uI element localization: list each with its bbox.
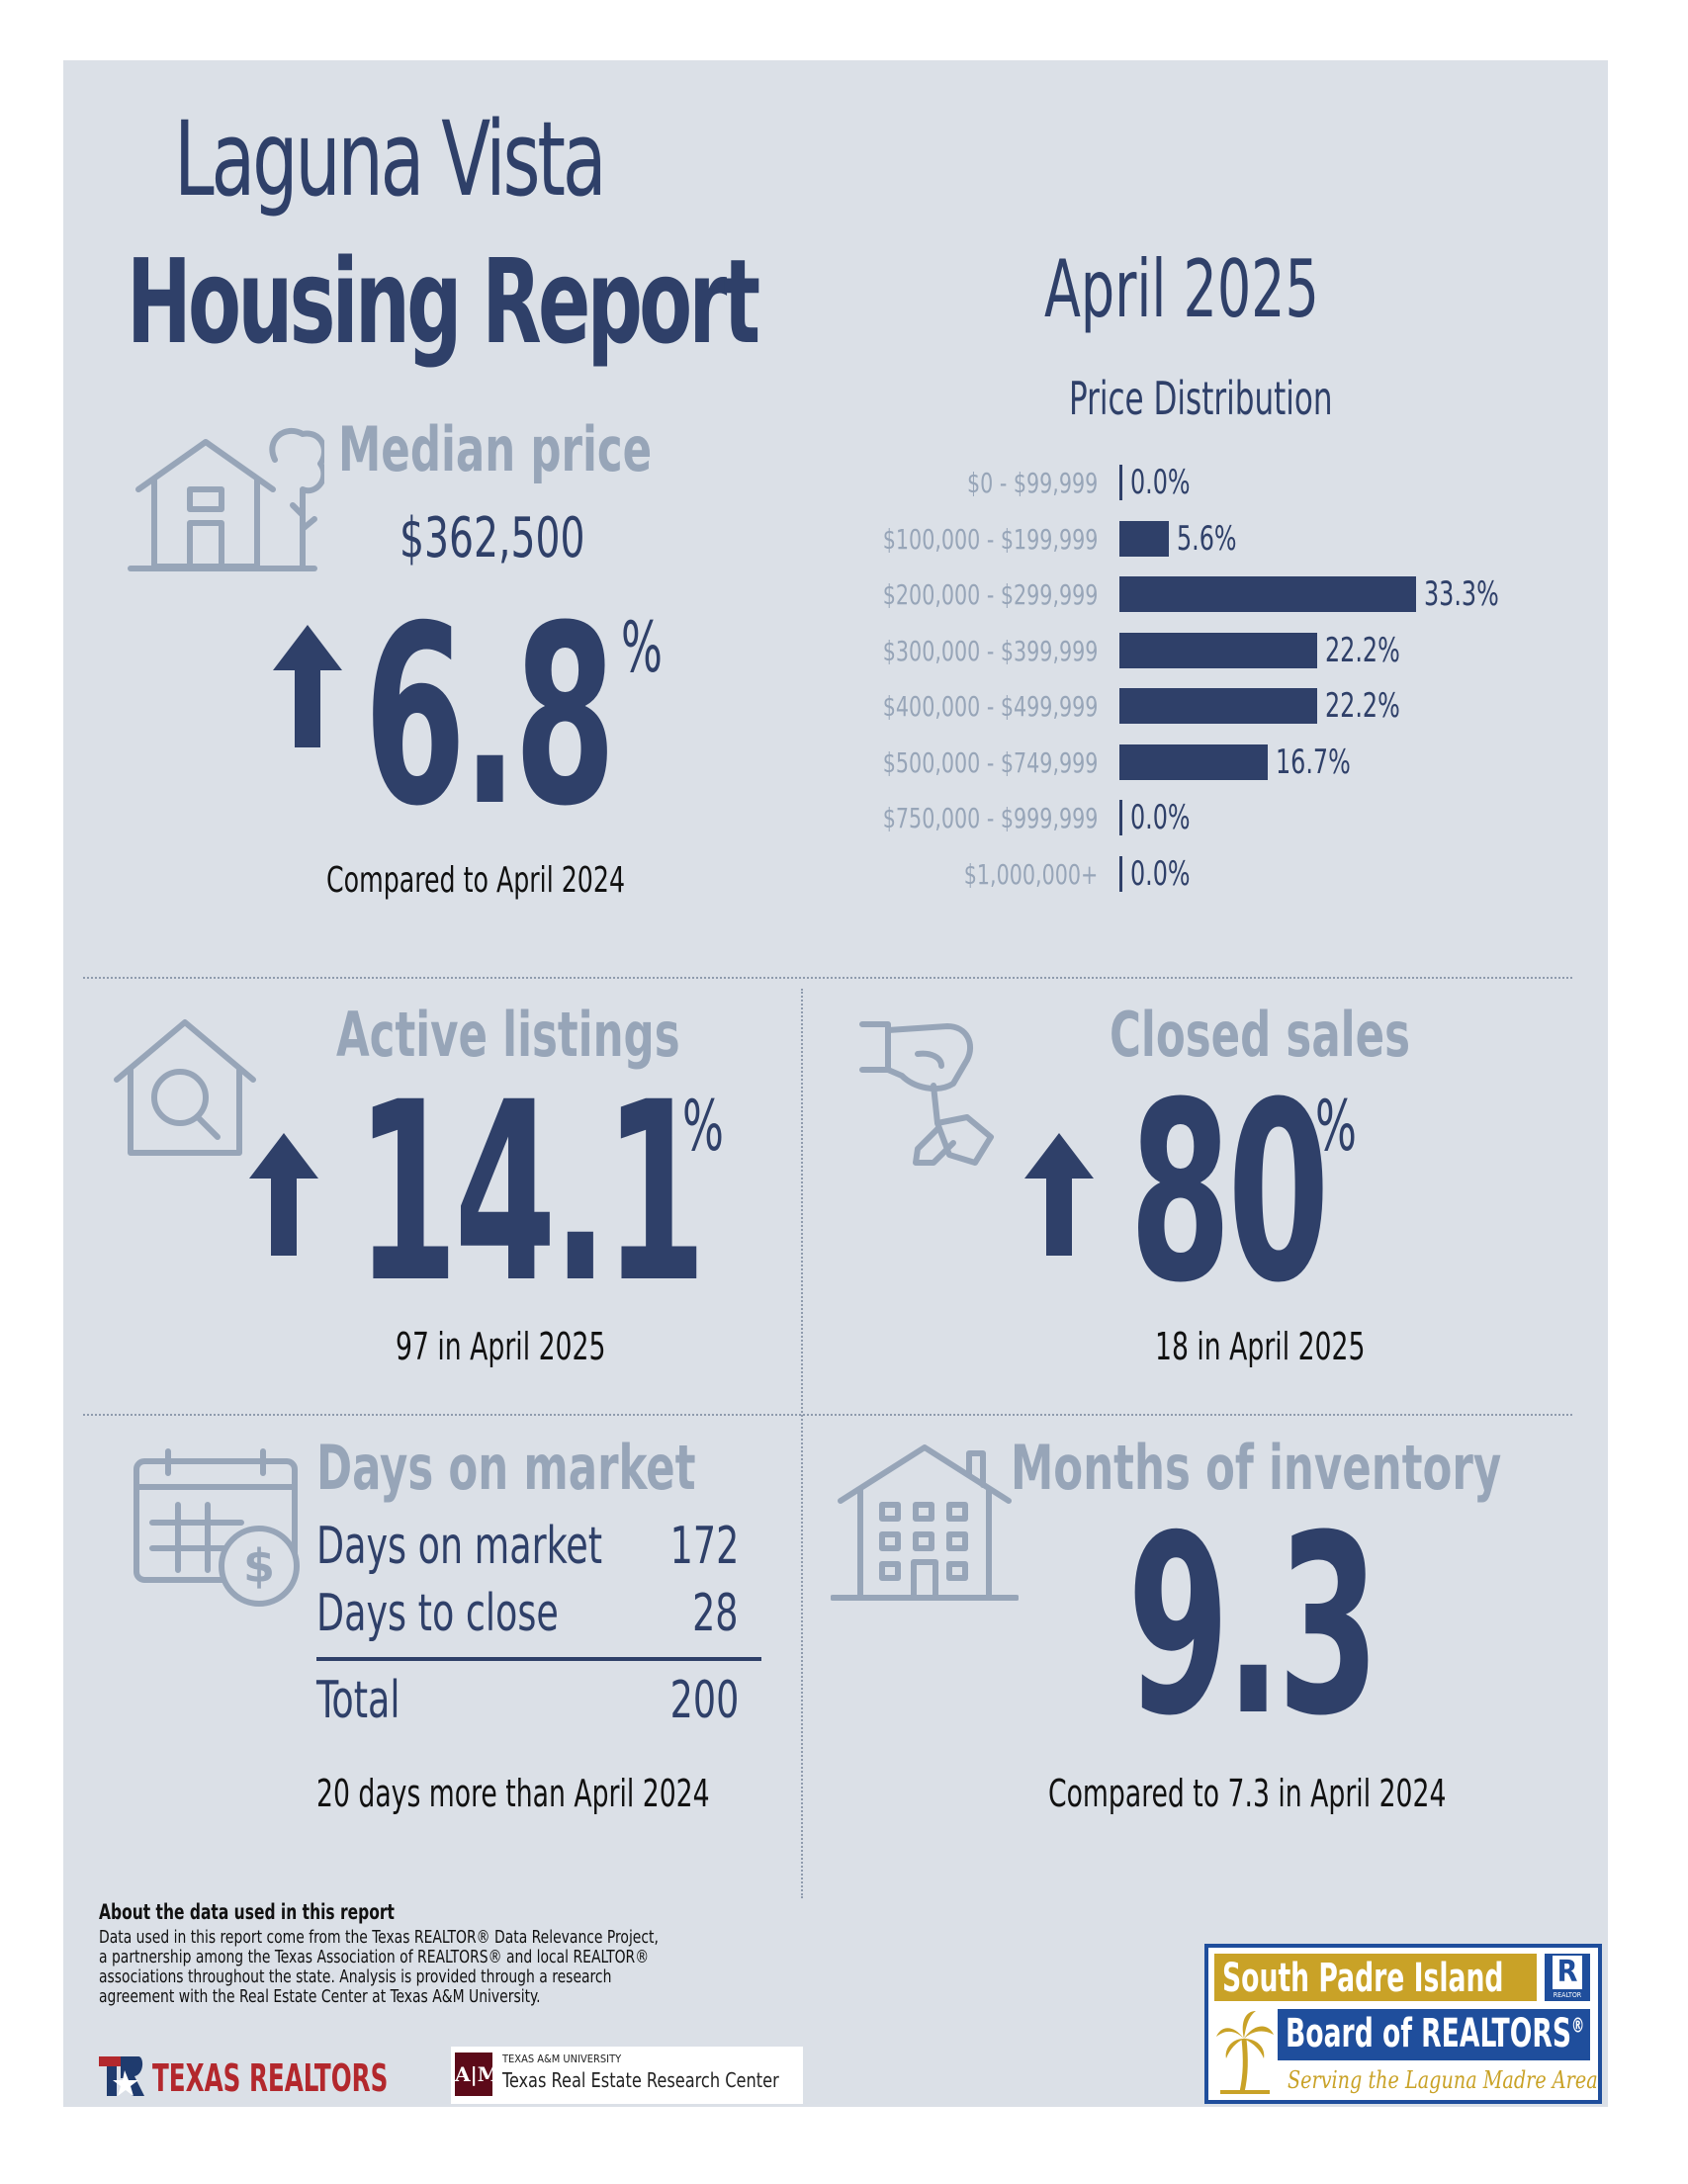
months-inventory-value: 9.3: [1127, 1482, 1379, 1770]
title-line-2: Housing Report: [127, 233, 760, 370]
about-heading: About the data used in this report: [99, 1900, 395, 1924]
hand-keys-icon: [859, 1021, 994, 1166]
closed-change-unit: %: [1315, 1086, 1357, 1167]
price-bar-value-label: 0.0%: [1130, 853, 1191, 894]
tamu-small-text: TEXAS A&M UNIVERSITY: [502, 2053, 622, 2065]
tamu-logo: A|M TEXAS A&M UNIVERSITY Texas Real Esta…: [451, 2047, 803, 2104]
price-bar: [1119, 465, 1122, 500]
spi-gold-band: [1214, 1954, 1537, 2001]
price-range-labels: $0 - $99,999 $100,000 - $199,999 $200,000 …: [752, 465, 1098, 900]
price-range-label: $500,000 - $749,999: [882, 745, 1098, 779]
dtc-row-label: Days to close: [316, 1584, 559, 1643]
price-bar-value-label: 22.2%: [1325, 630, 1400, 670]
apartment-building-icon: [831, 1444, 1019, 1601]
price-bar: [1119, 576, 1416, 612]
dom-row-value: 172: [669, 1517, 739, 1576]
tamu-center-text: Texas Real Estate Research Center: [502, 2068, 779, 2092]
price-bar-value-label: 0.0%: [1130, 463, 1191, 502]
title-line-1: Laguna Vista: [174, 99, 607, 219]
about-body: Data used in this report come from the T…: [99, 1927, 659, 2007]
days-on-market-note: 20 days more than April 2024: [316, 1772, 710, 1815]
price-range-label: $1,000,000+: [963, 857, 1098, 891]
active-listings-note: 97 in April 2025: [396, 1325, 606, 1368]
closed-change-number: 80: [1129, 1049, 1330, 1337]
total-value: 200: [669, 1671, 739, 1730]
price-bar: [1119, 632, 1317, 668]
spi-board-logo: South Padre Island R REALTOR Board of RE…: [1204, 1944, 1602, 2104]
spi-tagline: Serving the Laguna Madre Area: [1288, 2066, 1598, 2094]
spi-blue-band: [1278, 2009, 1590, 2060]
report-month: April 2025: [1044, 243, 1319, 335]
dtc-row-value: 28: [692, 1584, 739, 1643]
active-change-unit: %: [682, 1086, 724, 1167]
total-label: Total: [316, 1671, 400, 1730]
price-bar: [1119, 688, 1317, 724]
divider-vertical: [801, 989, 803, 1898]
closed-sales-note: 18 in April 2025: [1155, 1325, 1366, 1368]
divider-top: [83, 977, 1572, 979]
price-range-label: $200,000 - $299,999: [882, 578, 1098, 611]
price-distribution-chart: $0 - $99,999 $100,000 - $199,999 $200,000 …: [752, 463, 1612, 900]
median-change-unit: %: [621, 607, 663, 688]
median-comparison: Compared to April 2024: [326, 860, 626, 901]
price-range-label: $0 - $99,999: [966, 467, 1098, 499]
price-bar: [1119, 855, 1122, 892]
divider-middle: [83, 1414, 1572, 1416]
calendar-dollar-icon: $: [133, 1448, 300, 1607]
price-bar-value-label: 5.6%: [1177, 518, 1238, 559]
price-range-label: $750,000 - $999,999: [882, 802, 1098, 834]
spi-line1: South Padre Island: [1222, 1956, 1504, 2001]
dom-row-label: Days on market: [316, 1517, 603, 1576]
house-tree-icon: [128, 427, 324, 571]
months-inventory-label: Months of inventory: [1011, 1432, 1502, 1504]
median-change-number: 6.8: [364, 572, 616, 860]
price-range-label: $400,000 - $499,999: [882, 690, 1098, 723]
svg-text:$: $: [243, 1539, 275, 1593]
tamu-mark-icon: A|M: [455, 2053, 499, 2096]
months-inventory-note: Compared to 7.3 in April 2024: [1048, 1772, 1447, 1815]
price-bar: [1119, 800, 1122, 835]
texas-realtors-text: TEXAS REALTORS: [152, 2056, 389, 2100]
report-panel: [63, 60, 1608, 2107]
median-price-value: $362,500: [400, 506, 585, 570]
texas-realtors-mark-icon: [99, 2056, 144, 2096]
arrow-up-icon: [1024, 1133, 1094, 1256]
total-rule: [316, 1657, 761, 1661]
closed-sales-label: Closed sales: [1110, 999, 1411, 1071]
median-price-label: Median price: [338, 413, 653, 485]
price-range-label: $100,000 - $199,999: [882, 522, 1098, 556]
house-search-icon: [114, 1019, 256, 1156]
price-bar-value-label: 0.0%: [1130, 798, 1191, 837]
texas-realtors-logo: TEXAS REALTORS: [99, 2053, 435, 2100]
arrow-up-icon: [249, 1133, 318, 1256]
arrow-up-icon: [273, 625, 342, 747]
price-bar-value-label: 33.3%: [1424, 574, 1499, 614]
active-listings-label: Active listings: [336, 999, 680, 1071]
price-bar: [1119, 520, 1170, 557]
realtor-mark-icon: R REALTOR: [1545, 1954, 1590, 2001]
spi-line2: Board of REALTORS®: [1286, 2011, 1585, 2056]
days-on-market-heading: Days on market: [316, 1432, 696, 1504]
price-bar: [1119, 743, 1269, 780]
palm-tree-icon: [1216, 2011, 1274, 2094]
price-bar-value-label: 22.2%: [1325, 686, 1400, 726]
price-range-label: $300,000 - $399,999: [882, 634, 1098, 667]
active-change-number: 14.1: [356, 1049, 706, 1337]
price-distribution-title: Price Distribution: [1069, 372, 1333, 425]
price-bar-value-label: 16.7%: [1276, 742, 1352, 782]
